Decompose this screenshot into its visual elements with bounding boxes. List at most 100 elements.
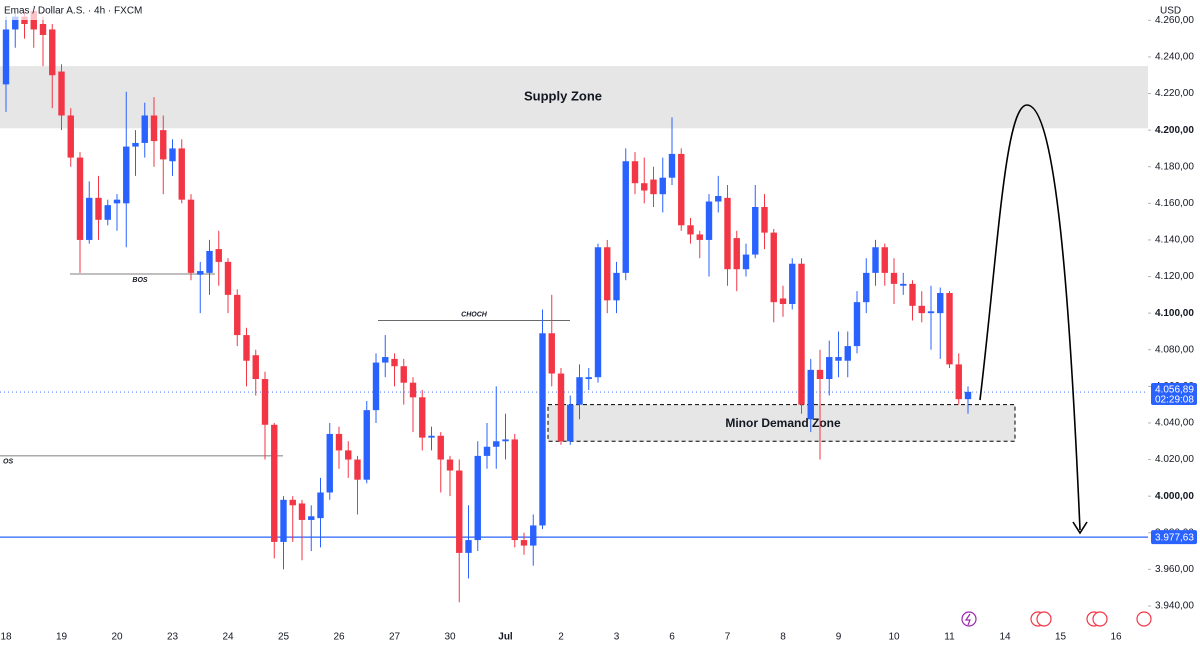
candle-body xyxy=(798,263,805,405)
candle-body xyxy=(548,333,555,374)
candle-body xyxy=(49,29,56,76)
candle-body xyxy=(345,450,352,460)
candle-body xyxy=(363,410,370,480)
last-price-label: 4.056,89 xyxy=(1155,385,1194,396)
candle-body xyxy=(30,11,37,30)
candle-body xyxy=(215,249,222,262)
candle-body xyxy=(900,283,907,286)
candle-body xyxy=(659,177,666,195)
x-tick-label: 19 xyxy=(56,632,68,643)
y-tick-label: 4.260,00 xyxy=(1155,15,1194,26)
structure-label: BOS xyxy=(132,277,148,284)
candle-body xyxy=(604,247,611,301)
supply-zone xyxy=(0,66,1148,129)
candle-body xyxy=(308,516,315,520)
candle-body xyxy=(844,346,851,361)
candle-body xyxy=(918,305,925,314)
candle-body xyxy=(705,201,713,240)
candle-body xyxy=(853,302,861,347)
demand-zone-label: Minor Demand Zone xyxy=(725,416,841,430)
x-tick-label: 15 xyxy=(1055,632,1067,643)
candle-body xyxy=(391,358,398,367)
candle-body xyxy=(58,71,65,116)
candle-body xyxy=(613,272,620,301)
candle-body xyxy=(955,364,962,400)
candle-body xyxy=(668,153,676,178)
candle-body xyxy=(271,424,278,542)
target-label: 3.977,63 xyxy=(1155,533,1194,544)
event-icon xyxy=(1036,611,1052,627)
candle-body xyxy=(95,197,102,220)
x-tick-label: 25 xyxy=(278,632,290,643)
candle-body xyxy=(539,333,546,526)
y-tick-label: 4.020,00 xyxy=(1155,454,1194,465)
y-tick-label: 4.200,00 xyxy=(1155,125,1194,136)
candle-body xyxy=(770,232,777,303)
candle-body xyxy=(696,234,703,240)
candle-body xyxy=(650,179,657,195)
candle-body xyxy=(178,148,185,200)
candle-body xyxy=(742,254,750,270)
event-icons xyxy=(961,611,1152,627)
candle-body xyxy=(909,283,916,306)
y-tick-label: 4.100,00 xyxy=(1155,308,1194,319)
y-tick-label: 4.240,00 xyxy=(1155,52,1194,63)
y-tick-label: 4.120,00 xyxy=(1155,271,1194,282)
event-icon xyxy=(1092,611,1108,627)
y-tick-label: 4.160,00 xyxy=(1155,198,1194,209)
candle-body xyxy=(160,130,167,160)
candle-body xyxy=(234,294,241,336)
x-tick-label: Jul xyxy=(498,632,513,643)
candle-body xyxy=(511,439,518,541)
candle-body xyxy=(261,379,269,425)
candle-body xyxy=(132,142,139,147)
candle-body xyxy=(502,439,509,442)
candle-body xyxy=(576,377,583,405)
candle-body xyxy=(289,499,296,506)
candle-body xyxy=(187,199,195,273)
candle-body xyxy=(446,459,454,471)
x-tick-label: 3 xyxy=(614,632,620,643)
candle-body xyxy=(197,271,204,275)
candle-body xyxy=(964,391,972,400)
candle-body xyxy=(483,446,491,456)
candle-body xyxy=(789,263,796,304)
candle-body xyxy=(21,16,28,24)
candle-body xyxy=(474,455,481,541)
candle-body xyxy=(733,238,740,270)
candle-body xyxy=(530,525,537,546)
candle-body xyxy=(12,16,19,30)
x-tick-label: 10 xyxy=(888,632,900,643)
supply-zone-label: Supply Zone xyxy=(524,89,602,104)
y-tick-label: 4.220,00 xyxy=(1155,88,1194,99)
candle-body xyxy=(206,250,213,273)
candle-body xyxy=(724,197,731,270)
zones: Supply Zone Minor Demand Zone xyxy=(0,66,1148,442)
candle-body xyxy=(567,404,574,442)
candle-body xyxy=(872,247,879,273)
candle-body xyxy=(752,206,759,255)
x-tick-label: 2 xyxy=(558,632,564,643)
candle-body xyxy=(409,382,417,398)
x-tick-label: 24 xyxy=(222,632,234,643)
candle-body xyxy=(715,196,722,202)
candle-body xyxy=(335,433,343,451)
x-tick-label: 7 xyxy=(725,632,731,643)
candle-body xyxy=(2,29,10,85)
y-tick-label: 4.000,00 xyxy=(1155,491,1194,502)
y-tick-label: 3.940,00 xyxy=(1155,601,1194,612)
candle-body xyxy=(631,161,639,184)
candle-body xyxy=(946,293,953,365)
candle-body xyxy=(465,540,472,553)
y-tick-label: 3.960,00 xyxy=(1155,564,1194,575)
candle-body xyxy=(678,153,685,226)
candle-body xyxy=(67,115,74,158)
arrow-head xyxy=(1072,521,1088,535)
candle-body xyxy=(326,433,333,493)
x-tick-label: 20 xyxy=(111,632,123,643)
candle-body xyxy=(76,157,84,240)
currency-label: USD xyxy=(1160,6,1181,17)
structure-label: CHOCH xyxy=(461,311,488,318)
candle-body xyxy=(937,293,944,314)
